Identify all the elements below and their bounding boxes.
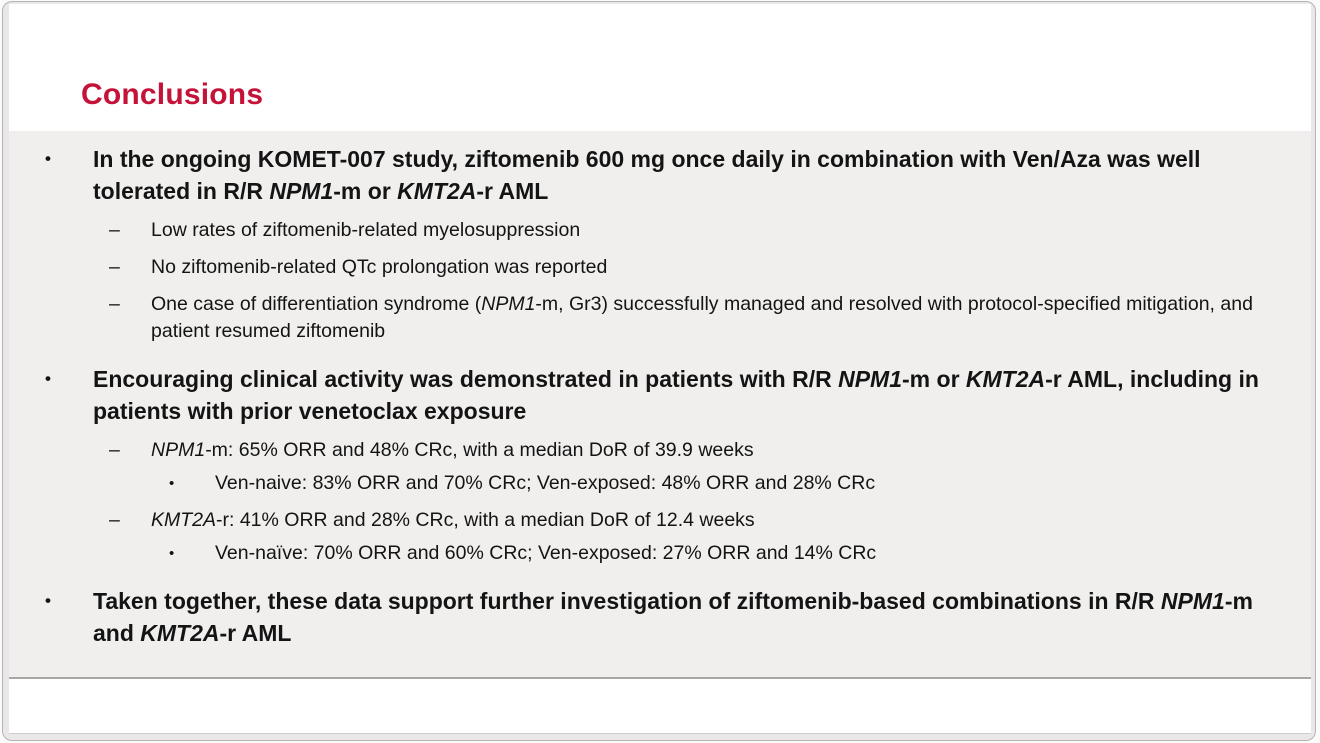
bullet-marker-icon: • xyxy=(45,369,51,388)
bullet-text: Ven-naïve: 70% ORR and 60% CRc; Ven-expo… xyxy=(215,542,877,564)
bullet-item: – NPM1-m: 65% ORR and 48% CRc, with a med… xyxy=(9,437,1311,464)
bullet-marker-icon: • xyxy=(45,149,51,168)
bullet-item: • Ven-naïve: 70% ORR and 60% CRc; Ven-exp… xyxy=(9,540,1311,567)
dash-marker-icon: – xyxy=(109,293,120,315)
slide-footer xyxy=(9,681,1311,733)
bullet-item: • Taken together, these data support furt… xyxy=(9,585,1311,649)
bullet-text: Ven-naive: 83% ORR and 70% CRc; Ven-expo… xyxy=(215,472,876,494)
bullet-item: – KMT2A-r: 41% ORR and 28% CRc, with a me… xyxy=(9,507,1311,534)
dash-marker-icon: – xyxy=(109,256,120,278)
page-title: Conclusions xyxy=(81,78,264,111)
bullet-item: • Encouraging clinical activity was demon… xyxy=(9,363,1311,427)
bullet-item: – Low rates of ziftomenib-related myelosu… xyxy=(9,217,1311,244)
bullet-item: – One case of differentiation syndrome (N… xyxy=(9,291,1311,345)
dash-marker-icon: – xyxy=(109,509,120,531)
bullet-item: • In the ongoing KOMET-007 study, ziftome… xyxy=(9,143,1311,207)
bullet-text: Taken together, these data support furth… xyxy=(93,588,1253,646)
dash-marker-icon: – xyxy=(109,439,120,461)
bullet-item: – No ziftomenib-related QTc prolongation … xyxy=(9,254,1311,281)
bullet-list: • In the ongoing KOMET-007 study, ziftome… xyxy=(9,143,1311,649)
bullet-marker-icon: • xyxy=(169,545,175,562)
bullet-text: One case of differentiation syndrome (NP… xyxy=(151,293,1253,342)
slide: Conclusions • In the ongoing KOMET-007 st… xyxy=(9,4,1311,734)
bullet-marker-icon: • xyxy=(169,475,175,492)
bullet-item: • Ven-naive: 83% ORR and 70% CRc; Ven-exp… xyxy=(9,470,1311,497)
bullet-text: NPM1-m: 65% ORR and 48% CRc, with a medi… xyxy=(151,439,754,461)
conclusions-panel: • In the ongoing KOMET-007 study, ziftome… xyxy=(9,131,1311,679)
bullet-text: In the ongoing KOMET-007 study, ziftomen… xyxy=(93,146,1201,204)
bullet-text: No ziftomenib-related QTc prolongation w… xyxy=(151,256,608,278)
slide-header: Conclusions xyxy=(9,4,1311,131)
bullet-text: Low rates of ziftomenib-related myelosup… xyxy=(151,219,581,241)
bullet-text: Encouraging clinical activity was demons… xyxy=(93,366,1259,424)
bullet-marker-icon: • xyxy=(45,591,51,610)
bullet-text: KMT2A-r: 41% ORR and 28% CRc, with a med… xyxy=(151,509,755,531)
dash-marker-icon: – xyxy=(109,219,120,241)
